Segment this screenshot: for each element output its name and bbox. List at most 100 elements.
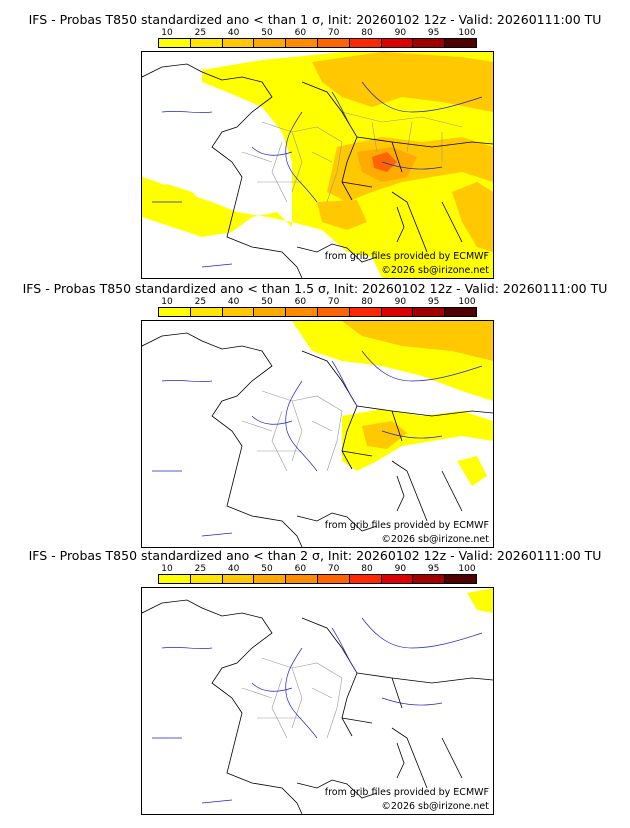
colorbar-tick-label: 95 <box>427 297 440 307</box>
colorbar-segment <box>159 575 191 583</box>
colorbar-segment <box>445 575 476 583</box>
colorbar-tick-label: 100 <box>458 28 476 38</box>
panel-title: IFS - Probas T850 standardized ano < tha… <box>28 548 602 563</box>
colorbar-segment <box>190 308 223 316</box>
probability-area-low-island <box>212 74 252 94</box>
colorbar-tick-label: 95 <box>427 28 440 38</box>
colorbar-segment <box>254 39 287 47</box>
colorbar-tick-label: 90 <box>394 28 407 38</box>
colorbar-tick-labels: 10 25 40 50 60 70 80 90 95 100 <box>158 564 476 574</box>
colorbar-tick-label: 70 <box>327 297 340 307</box>
colorbar-tick-label: 95 <box>427 564 440 574</box>
probability-area-mid <box>312 52 493 112</box>
colorbar-tick-labels: 10 25 40 50 60 70 80 90 95 100 <box>158 28 476 38</box>
colorbar-tick-label: 70 <box>327 564 340 574</box>
colorbar-tick-label: 80 <box>361 28 373 38</box>
colorbar-tick-label: 60 <box>294 297 307 307</box>
coastline <box>142 63 463 278</box>
colorbar-tick-label: 80 <box>361 564 373 574</box>
colorbar <box>158 574 477 584</box>
forecast-panel-1-5sigma: IFS - Probas T850 standardized ano < tha… <box>0 281 630 551</box>
colorbar <box>158 307 477 317</box>
colorbar-tick-label: 50 <box>261 564 273 574</box>
colorbar-segment <box>413 575 446 583</box>
forecast-panel-1sigma: IFS - Probas T850 standardized ano < tha… <box>0 12 630 282</box>
probability-area-mid-south <box>317 200 367 230</box>
colorbar-segment <box>159 308 191 316</box>
borders <box>241 111 463 203</box>
colorbar-tick-label: 40 <box>227 564 240 574</box>
colorbar-segment <box>413 39 446 47</box>
colorbar-segment <box>413 308 446 316</box>
probability-map: from grib files provided by ECMWF ©2026 … <box>141 51 494 279</box>
colorbar-segment <box>190 39 223 47</box>
map-drawing <box>142 588 493 814</box>
panel-title: IFS - Probas T850 standardized ano < tha… <box>28 12 602 27</box>
colorbar-tick-label: 40 <box>227 28 240 38</box>
colorbar-segment <box>286 575 318 583</box>
copyright-note: ©2026 sb@irizone.net <box>381 534 489 545</box>
rivers <box>152 617 483 804</box>
colorbar-tick-label: 60 <box>294 564 307 574</box>
colorbar-segment <box>286 308 318 316</box>
colorbar-segment <box>254 308 287 316</box>
colorbar-tick-label: 50 <box>261 297 273 307</box>
colorbar-tick-label: 50 <box>261 28 273 38</box>
colorbar-tick-label: 70 <box>327 28 340 38</box>
colorbar-segment <box>286 39 318 47</box>
colorbar-tick-label: 25 <box>194 564 207 574</box>
borders <box>241 390 343 472</box>
colorbar-segment <box>445 308 476 316</box>
colorbar-segment <box>381 308 414 316</box>
colorbar-segment <box>445 39 476 47</box>
colorbar-segment <box>317 575 350 583</box>
copyright-note: ©2026 sb@irizone.net <box>381 801 489 812</box>
colorbar-tick-labels: 10 25 40 50 60 70 80 90 95 100 <box>158 297 476 307</box>
colorbar-tick-label: 10 <box>161 564 173 574</box>
map-drawing <box>142 52 493 278</box>
data-source-note: from grib files provided by ECMWF <box>324 787 489 798</box>
colorbar-segment <box>222 39 255 47</box>
colorbar-tick-label: 90 <box>394 564 407 574</box>
colorbar-segment <box>349 39 382 47</box>
colorbar-tick-label: 90 <box>394 297 407 307</box>
colorbar-tick-label: 100 <box>458 564 476 574</box>
probability-area-mid-alps <box>362 421 407 449</box>
colorbar-tick-label: 25 <box>194 28 207 38</box>
borders <box>241 657 343 739</box>
probability-map: from grib files provided by ECMWF ©2026 … <box>141 320 494 548</box>
colorbar-tick-label: 10 <box>161 297 173 307</box>
colorbar-segment <box>254 575 287 583</box>
colorbar-segment <box>190 575 223 583</box>
rivers <box>152 81 483 268</box>
colorbar-segment <box>349 308 382 316</box>
country-borders <box>301 617 493 737</box>
data-source-note: from grib files provided by ECMWF <box>324 251 489 262</box>
colorbar-segment <box>381 39 414 47</box>
colorbar-tick-label: 40 <box>227 297 240 307</box>
forecast-panel-2sigma: IFS - Probas T850 standardized ano < tha… <box>0 548 630 818</box>
probability-area-low <box>142 52 493 278</box>
colorbar-tick-label: 25 <box>194 297 207 307</box>
colorbar-segment <box>317 39 350 47</box>
data-source-note: from grib files provided by ECMWF <box>324 520 489 531</box>
probability-area-low-italy <box>457 456 487 486</box>
colorbar-segment <box>159 39 191 47</box>
panel-title: IFS - Probas T850 standardized ano < tha… <box>22 281 608 296</box>
coastline <box>142 599 463 814</box>
colorbar-segment <box>222 575 255 583</box>
map-drawing <box>142 321 493 547</box>
coastline <box>142 332 463 547</box>
probability-map: from grib files provided by ECMWF ©2026 … <box>141 587 494 815</box>
probability-area-peak <box>372 152 397 172</box>
colorbar <box>158 38 477 48</box>
probability-area-mid-north <box>342 321 493 361</box>
rivers <box>152 350 483 537</box>
colorbar-tick-label: 80 <box>361 297 373 307</box>
colorbar-segment <box>222 308 255 316</box>
colorbar-segment <box>381 575 414 583</box>
colorbar-tick-label: 10 <box>161 28 173 38</box>
colorbar-tick-label: 60 <box>294 28 307 38</box>
colorbar-segment <box>349 575 382 583</box>
colorbar-segment <box>317 308 350 316</box>
